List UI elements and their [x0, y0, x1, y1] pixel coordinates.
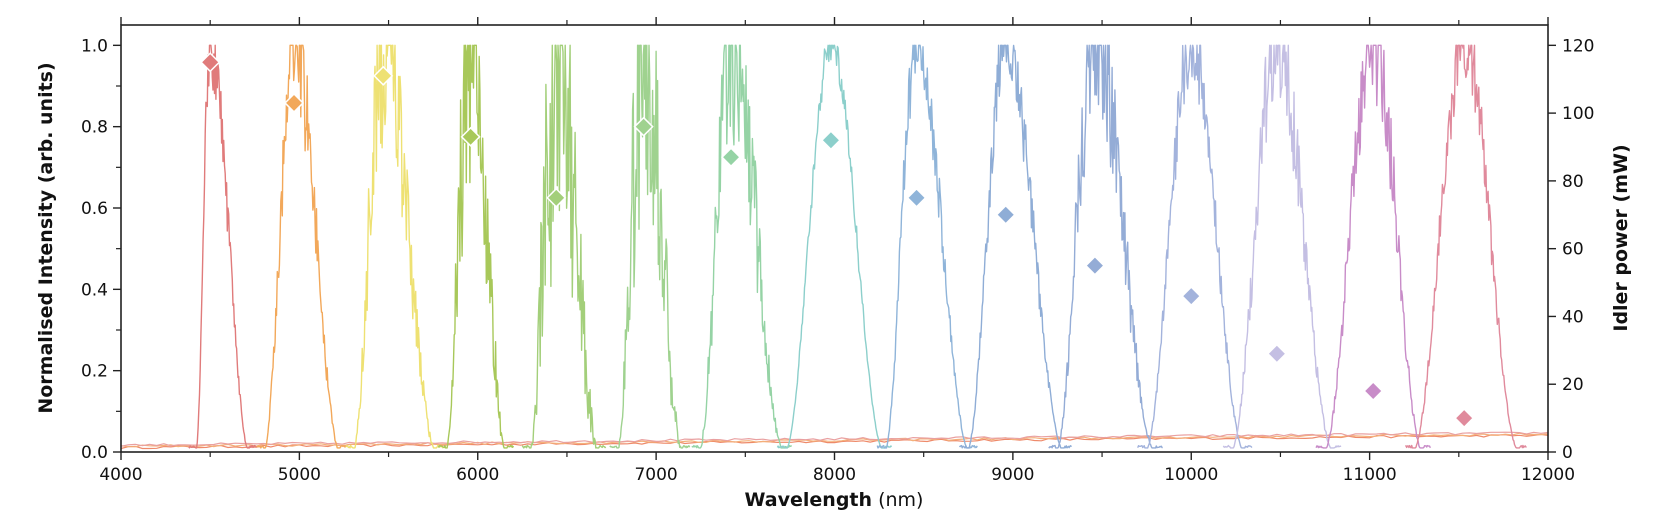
- x-axis-title: Wavelength (nm): [745, 489, 924, 511]
- y-axis-title: Normalised Intensity (arb. units): [35, 62, 57, 413]
- power-marker: [1181, 286, 1202, 307]
- baseline-trace: [120, 432, 1549, 448]
- y-tick-label: 0.4: [81, 280, 108, 300]
- x-tick-label: 10000: [1164, 465, 1218, 485]
- power-marker-layer: [200, 52, 1475, 429]
- power-marker: [200, 52, 221, 73]
- power-marker: [820, 130, 841, 151]
- x-tick-label: 4000: [99, 465, 142, 485]
- spectrum-line: [256, 44, 348, 449]
- x-tick-label: 11000: [1343, 465, 1397, 485]
- power-marker: [283, 92, 305, 114]
- power-marker: [1454, 408, 1475, 429]
- spectrum-line: [1137, 44, 1253, 449]
- x-tick-label: 9000: [991, 465, 1034, 485]
- power-marker: [720, 147, 742, 168]
- x-tick-label: 6000: [456, 465, 499, 485]
- x-tick-label: 5000: [278, 465, 321, 485]
- spectrum-line: [776, 44, 893, 449]
- power-marker: [460, 126, 481, 147]
- spectrum-line: [958, 44, 1072, 449]
- power-marker: [1084, 255, 1105, 276]
- y-tick-label: 0.0: [81, 443, 108, 463]
- y-tick-label: 0.8: [81, 118, 108, 138]
- y2-tick-label: 0: [1562, 443, 1573, 463]
- y-tick-label: 0.2: [81, 362, 108, 382]
- spectrum-line: [876, 44, 978, 449]
- spectrum-line: [1048, 44, 1163, 449]
- plot-frame: [120, 24, 1549, 453]
- y2-tick-label: 80: [1562, 172, 1584, 192]
- spectrum-line: [691, 44, 793, 449]
- y2-axis-title: Idler power (mW): [1610, 144, 1632, 331]
- spectrum-line: [188, 44, 258, 449]
- power-marker: [1266, 343, 1287, 364]
- power-marker: [633, 116, 654, 137]
- power-marker: [546, 187, 567, 208]
- spectrum-line: [1315, 44, 1431, 449]
- axis-layer: 4000 5000 6000 7000 8000 9000 10000 11000 120000…: [81, 17, 1594, 485]
- spectra-series-layer: [120, 44, 1549, 450]
- x-tick-label: 12000: [1521, 465, 1575, 485]
- power-marker: [373, 65, 394, 86]
- x-tick-label: 8000: [813, 465, 856, 485]
- y2-tick-label: 60: [1562, 240, 1584, 260]
- power-marker: [1363, 380, 1384, 402]
- spectrum-line: [1404, 44, 1527, 449]
- baseline-trace: [120, 431, 1549, 447]
- y2-tick-label: 20: [1562, 375, 1584, 395]
- y2-tick-label: 40: [1562, 307, 1584, 327]
- spectrum-line: [1222, 44, 1342, 449]
- y-tick-label: 0.6: [81, 199, 108, 219]
- y-tick-label: 1.0: [81, 36, 108, 56]
- power-marker: [995, 204, 1016, 225]
- y2-tick-label: 100: [1562, 104, 1594, 124]
- x-tick-label: 7000: [634, 465, 677, 485]
- spectrum-line: [345, 44, 445, 449]
- y2-tick-label: 120: [1562, 36, 1594, 56]
- spectrum-line: [521, 44, 607, 449]
- power-marker: [906, 187, 927, 208]
- spectrum-line: [609, 44, 691, 449]
- spectrum-line: [437, 44, 515, 449]
